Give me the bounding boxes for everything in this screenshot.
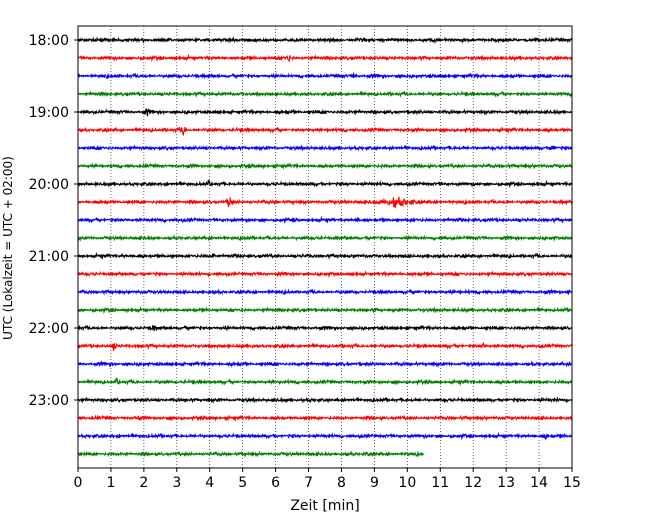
x-tick-label: 13 xyxy=(497,475,515,491)
y-tick-label: 22:00 xyxy=(29,321,69,337)
x-tick-label: 6 xyxy=(271,475,280,491)
trace-row-2115 xyxy=(77,270,573,279)
trace-row-2215 xyxy=(77,341,573,351)
trace-row-2100 xyxy=(77,251,573,260)
trace-row-1845 xyxy=(77,90,573,99)
trace-row-2245 xyxy=(77,376,573,386)
x-tick-label: 4 xyxy=(205,475,214,491)
x-tick-label: 10 xyxy=(398,475,416,491)
trace-row-2315 xyxy=(77,414,573,422)
x-tick-label: 5 xyxy=(238,475,247,491)
y-tick-label: 18:00 xyxy=(29,33,69,49)
x-tick-label: 1 xyxy=(106,475,115,491)
trace-row-2030 xyxy=(77,215,573,225)
x-tick-label: 15 xyxy=(563,475,581,491)
trace-row-1945 xyxy=(77,162,573,170)
trace-row-2200 xyxy=(77,324,573,332)
plot-frame xyxy=(77,25,573,469)
y-tick-label: 20:00 xyxy=(29,177,69,193)
trace-row-2230 xyxy=(77,360,573,368)
trace-row-1915 xyxy=(77,125,573,137)
trace-row-2330 xyxy=(77,431,573,441)
x-tick-label: 0 xyxy=(74,475,83,491)
x-axis-ticks: 0 1 2 3 4 5 6 7 8 9 10 11 12 13 14 15 xyxy=(74,468,581,491)
trace-row-2045 xyxy=(77,234,573,242)
trace-row-1830 xyxy=(77,71,573,80)
y-axis-title: UTC (Lokalzeit = UTC + 02:00) xyxy=(1,156,15,340)
x-tick-label: 9 xyxy=(370,475,379,491)
trace-row-2145 xyxy=(77,305,573,315)
y-axis-ticks: 18:00 19:00 20:00 21:00 22:00 23:00 xyxy=(29,33,78,409)
trace-row-2345 xyxy=(77,450,425,458)
y-tick-label: 21:00 xyxy=(29,249,69,265)
trace-row-1815 xyxy=(77,53,573,63)
x-tick-label: 12 xyxy=(464,475,482,491)
trace-row-2000 xyxy=(77,179,573,189)
x-tick-label: 11 xyxy=(431,475,449,491)
trace-row-2300 xyxy=(77,396,573,404)
x-tick-label: 2 xyxy=(139,475,148,491)
x-tick-label: 3 xyxy=(172,475,181,491)
seismic-traces xyxy=(77,36,573,458)
x-tick-label: 7 xyxy=(304,475,313,491)
trace-row-1800 xyxy=(77,36,573,44)
trace-row-1930 xyxy=(77,144,573,152)
y-tick-label: 23:00 xyxy=(29,393,69,409)
trace-row-2015 xyxy=(77,196,573,209)
x-tick-label: 14 xyxy=(530,475,548,491)
y-tick-label: 19:00 xyxy=(29,105,69,121)
x-axis-title: Zeit [min] xyxy=(290,498,359,514)
trace-row-2130 xyxy=(77,288,573,296)
trace-row-1900 xyxy=(77,107,573,117)
x-tick-label: 8 xyxy=(337,475,346,491)
